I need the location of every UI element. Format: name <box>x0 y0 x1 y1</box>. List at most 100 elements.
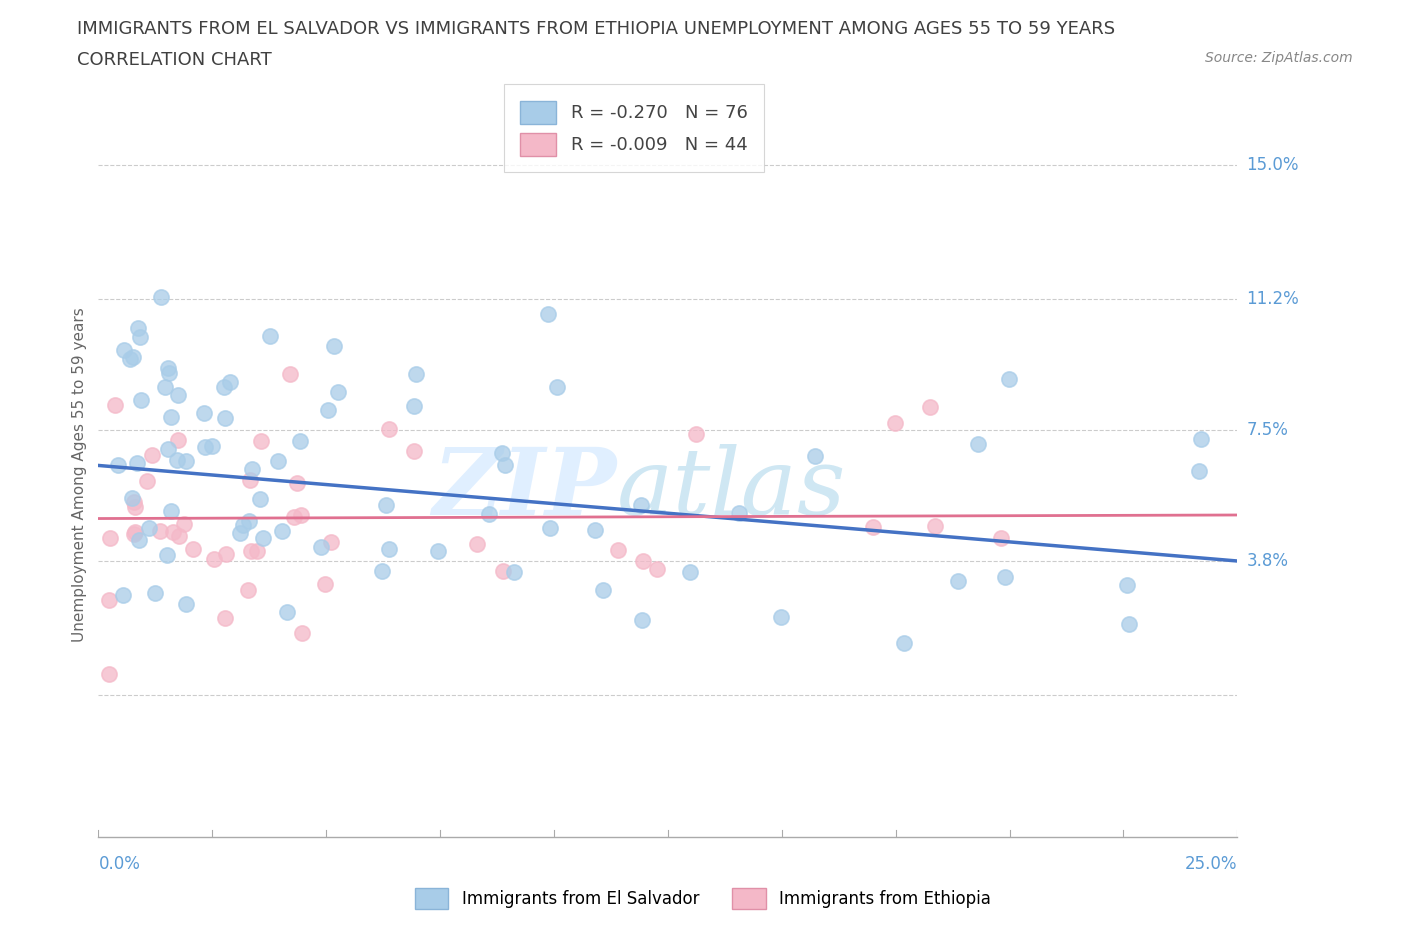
Text: 7.5%: 7.5% <box>1246 421 1288 439</box>
Point <box>111 588 134 603</box>
Point <box>238 513 260 528</box>
Point <box>924 518 946 533</box>
Point <box>592 583 614 598</box>
Point <box>290 508 312 523</box>
Point <box>647 562 669 577</box>
Point <box>371 565 394 579</box>
Point <box>212 379 235 394</box>
Point <box>232 518 254 533</box>
Point <box>285 475 308 490</box>
Text: 15.0%: 15.0% <box>1246 155 1299 174</box>
Point <box>631 613 654 628</box>
Point <box>1116 578 1139 592</box>
Point <box>631 553 654 568</box>
Point <box>249 434 271 449</box>
Point <box>155 380 177 395</box>
Point <box>252 530 274 545</box>
Text: atlas: atlas <box>617 444 846 534</box>
Point <box>994 569 1017 584</box>
Text: Source: ZipAtlas.com: Source: ZipAtlas.com <box>1205 51 1353 65</box>
Point <box>377 422 399 437</box>
Text: ZIP: ZIP <box>433 444 617 534</box>
Point <box>491 445 513 460</box>
Point <box>124 525 146 539</box>
Point <box>405 366 427 381</box>
Point <box>283 510 305 525</box>
Point <box>215 547 238 562</box>
Point <box>193 405 215 420</box>
Point <box>122 350 145 365</box>
Point <box>1118 617 1140 631</box>
Point <box>201 439 224 454</box>
Point <box>316 403 339 418</box>
Point <box>966 436 988 451</box>
Point <box>236 582 259 597</box>
Point <box>162 525 184 539</box>
Point <box>259 328 281 343</box>
Point <box>502 565 524 579</box>
Point <box>122 526 145 541</box>
Point <box>1188 464 1211 479</box>
Point <box>167 528 190 543</box>
Point <box>104 398 127 413</box>
Point <box>377 541 399 556</box>
Point <box>465 537 488 551</box>
Point <box>98 667 121 682</box>
Text: 11.2%: 11.2% <box>1246 290 1299 308</box>
Point <box>630 498 652 512</box>
Point <box>183 542 205 557</box>
Point <box>998 372 1021 387</box>
Point <box>120 352 142 366</box>
Point <box>607 542 630 557</box>
Point <box>112 342 135 357</box>
Point <box>246 544 269 559</box>
Point <box>124 499 146 514</box>
Point <box>166 433 188 448</box>
Point <box>128 532 150 547</box>
Point <box>173 516 195 531</box>
Point <box>288 433 311 448</box>
Point <box>160 409 183 424</box>
Point <box>131 392 153 407</box>
Point <box>402 444 425 458</box>
Point <box>149 289 172 304</box>
Point <box>156 442 179 457</box>
Point <box>402 399 425 414</box>
Point <box>122 495 145 510</box>
Point <box>125 456 148 471</box>
Point <box>537 306 560 321</box>
Point <box>375 498 398 512</box>
Point <box>494 458 516 472</box>
Point <box>326 384 349 399</box>
Legend: R = -0.270   N = 76, R = -0.009   N = 44: R = -0.270 N = 76, R = -0.009 N = 44 <box>503 85 763 172</box>
Point <box>98 531 121 546</box>
Point <box>271 524 294 538</box>
Text: 3.8%: 3.8% <box>1246 552 1288 570</box>
Point <box>156 548 179 563</box>
Y-axis label: Unemployment Among Ages 55 to 59 years: Unemployment Among Ages 55 to 59 years <box>72 307 87 642</box>
Point <box>893 635 915 650</box>
Point <box>136 474 159 489</box>
Point <box>249 492 271 507</box>
Point <box>276 604 298 619</box>
Point <box>314 577 336 591</box>
Point <box>804 448 827 463</box>
Point <box>538 521 561 536</box>
Text: 25.0%: 25.0% <box>1185 855 1237 872</box>
Point <box>309 539 332 554</box>
Point <box>107 458 129 472</box>
Point <box>427 543 450 558</box>
Point <box>492 564 515 578</box>
Point <box>98 592 121 607</box>
Point <box>166 388 188 403</box>
Point <box>159 503 181 518</box>
Point <box>141 448 163 463</box>
Point <box>240 461 263 476</box>
Point <box>1189 432 1212 447</box>
Point <box>678 565 700 579</box>
Point <box>214 610 236 625</box>
Point <box>862 520 884 535</box>
Point <box>174 597 197 612</box>
Point <box>239 472 262 487</box>
Text: 0.0%: 0.0% <box>98 855 141 872</box>
